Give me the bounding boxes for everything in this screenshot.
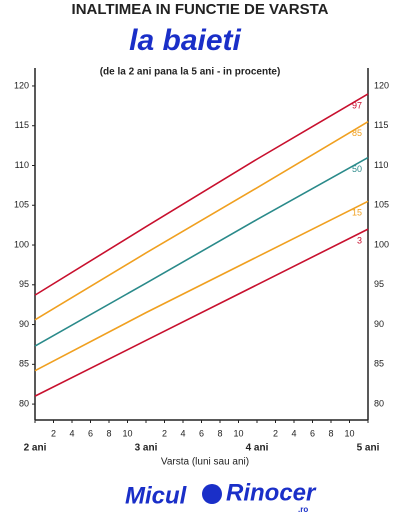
x-tick-label: 2 [273, 428, 278, 438]
x-tick-label: 10 [122, 428, 132, 438]
x-tick-label: 5 ani [357, 443, 380, 454]
series-label: 97 [352, 100, 362, 110]
logo-text: Micul [125, 482, 188, 509]
x-tick-label: 2 [51, 428, 56, 438]
y-tick-label: 90 [19, 319, 29, 329]
x-tick-label: 8 [328, 428, 333, 438]
line [34, 200, 369, 372]
x-tick-label: 6 [310, 428, 315, 438]
y-tick-label-right: 95 [374, 279, 384, 289]
y-tick-label-right: 100 [374, 239, 389, 249]
x-tick-label: 4 ani [246, 443, 269, 454]
x-tick-label: 4 [69, 428, 74, 438]
y-tick-label-right: 90 [374, 319, 384, 329]
x-axis-label: Varsta (luni sau ani) [161, 457, 249, 468]
series-label: 3 [357, 235, 362, 245]
x-tick-label: 8 [217, 428, 222, 438]
y-tick-label: 95 [19, 279, 29, 289]
line [34, 121, 369, 321]
x-tick-label: 3 ani [135, 443, 158, 454]
y-tick-label-right: 110 [374, 160, 388, 170]
y-tick-label-right: 120 [374, 80, 389, 90]
series-label: 50 [352, 164, 362, 174]
x-tick-label: 8 [106, 428, 111, 438]
logo-icon [202, 484, 222, 504]
y-tick-label: 110 [15, 160, 29, 170]
chart-note: (de la 2 ani pana la 5 ani - in procente… [100, 67, 281, 78]
y-tick-label: 115 [15, 120, 29, 130]
logo-text: Rinocer [226, 479, 317, 506]
logo: Micul Rinocer .ro [125, 479, 317, 514]
y-tick-label-right: 115 [374, 120, 388, 130]
line [34, 93, 369, 296]
x-tick-label: 2 ani [24, 443, 47, 454]
x-tick-label: 10 [344, 428, 354, 438]
y-tick-label: 80 [19, 398, 29, 408]
chart-subtitle: la baieti [129, 24, 241, 57]
chart-title: INALTIMEA IN FUNCTIE DE VARSTA [72, 1, 329, 18]
line [34, 228, 369, 397]
y-tick-label-right: 85 [374, 359, 384, 369]
series-label: 15 [352, 208, 362, 218]
y-tick-label: 105 [14, 200, 29, 210]
x-tick-label: 10 [233, 428, 243, 438]
x-tick-label: 2 [162, 428, 167, 438]
x-tick-label: 4 [291, 428, 296, 438]
y-tick-label: 100 [14, 239, 29, 249]
y-tick-label: 85 [19, 359, 29, 369]
x-tick-label: 6 [199, 428, 204, 438]
line [34, 156, 369, 347]
y-tick-label-right: 80 [374, 398, 384, 408]
logo-suffix: .ro [298, 505, 308, 514]
y-tick-label: 120 [14, 80, 29, 90]
x-tick-label: 4 [180, 428, 185, 438]
series-label: 85 [352, 128, 362, 138]
y-tick-label-right: 105 [374, 200, 389, 210]
x-tick-label: 6 [88, 428, 93, 438]
